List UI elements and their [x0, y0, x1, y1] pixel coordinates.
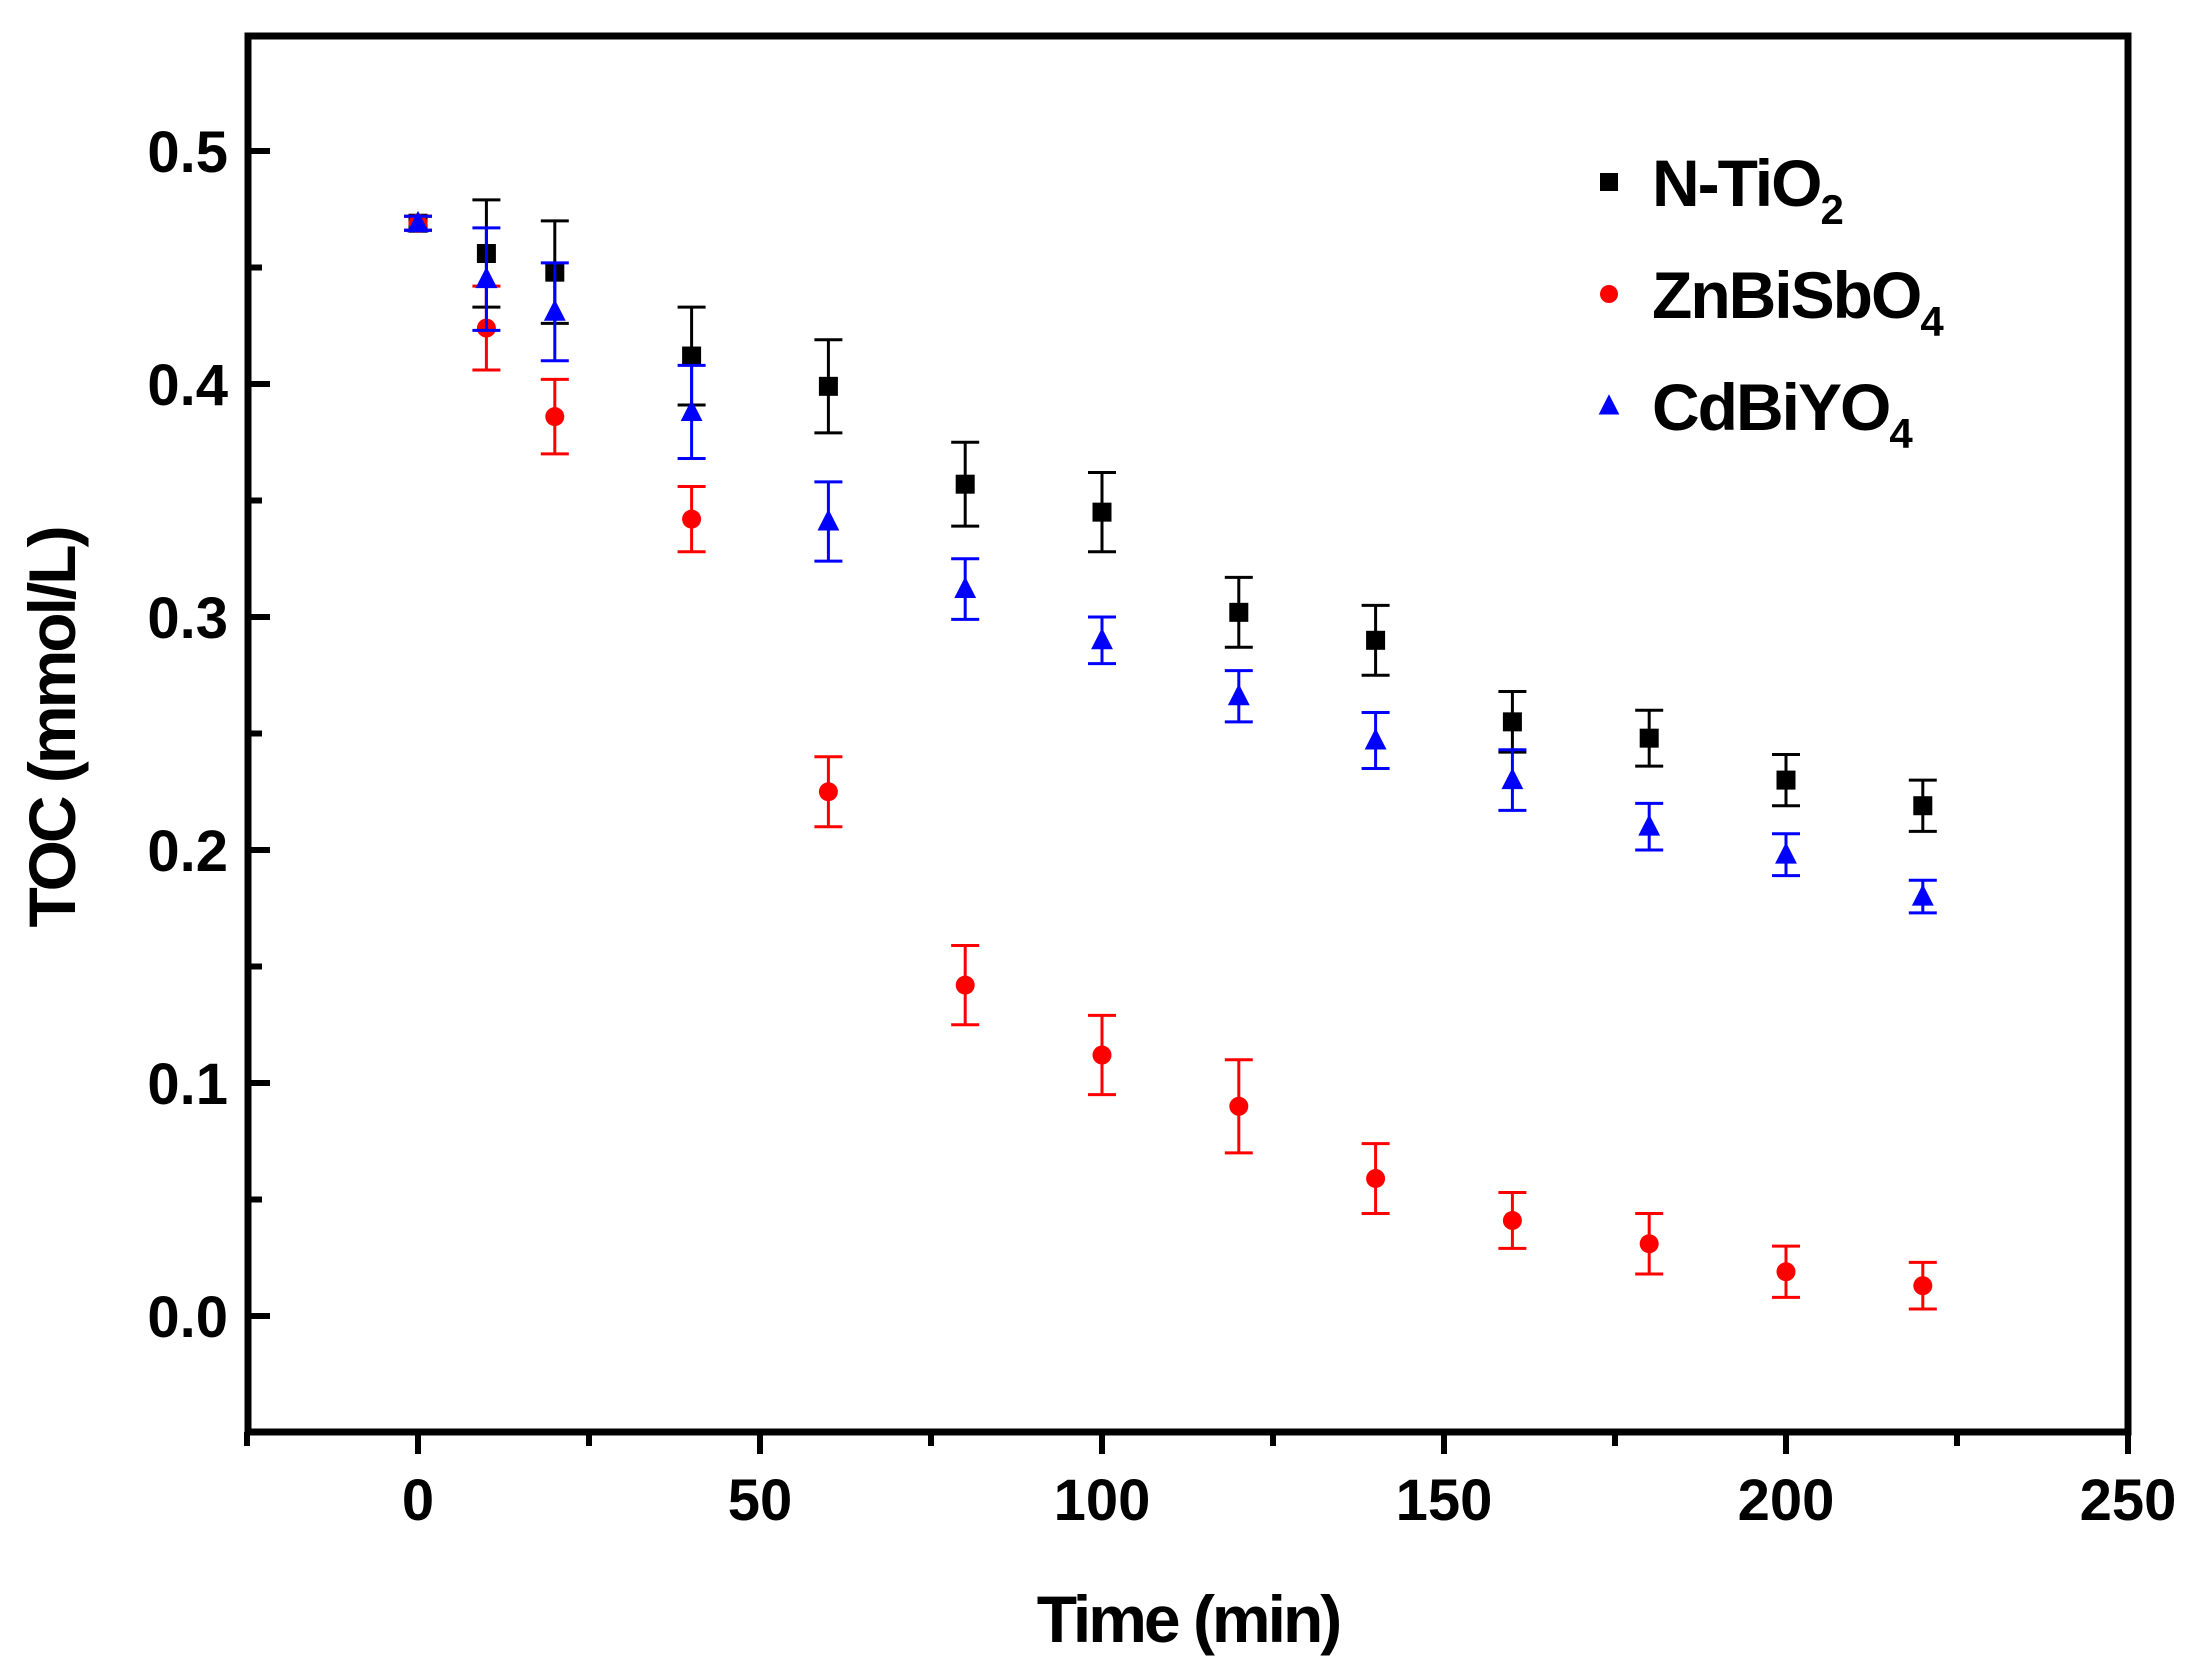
legend-marker [1600, 285, 1618, 303]
x-axis-title: Time (min) [1037, 1582, 1340, 1656]
data-point [955, 975, 975, 995]
y-tick-label: 0.5 [147, 120, 228, 185]
x-tick-label: 0 [402, 1468, 434, 1533]
data-point [1776, 770, 1796, 790]
data-point [1913, 1276, 1933, 1296]
data-point [1366, 630, 1386, 650]
x-tick-label: 50 [728, 1468, 793, 1533]
data-point [954, 576, 977, 599]
plot-frame [244, 32, 2132, 1436]
legend-label: CdBiYO4 [1652, 370, 1913, 457]
data-point [680, 399, 703, 421]
data-point [1229, 1096, 1249, 1116]
data-point [1502, 712, 1522, 732]
data-point [955, 474, 975, 494]
y-tick-label: 0.2 [147, 819, 228, 884]
y-tick-label: 0.0 [147, 1285, 228, 1350]
data-point [818, 376, 838, 396]
legend-label: ZnBiSbO4 [1652, 258, 1944, 345]
data-point [818, 782, 838, 802]
data-point [1639, 1234, 1659, 1254]
data-point [1227, 683, 1250, 706]
data-point [1364, 728, 1387, 750]
y-tick-label: 0.3 [147, 586, 228, 651]
data-point [817, 509, 840, 531]
data-point [1366, 1169, 1386, 1189]
legend-marker [1598, 394, 1620, 415]
x-axis-ticks: 0 50 100 150 200 250 [244, 1432, 2177, 1533]
data-point [1775, 842, 1797, 864]
data-point [1911, 884, 1934, 906]
legend-label: N-TiO2 [1652, 146, 1842, 233]
data-point [682, 509, 702, 529]
data-point [475, 266, 498, 289]
y-tick-label: 0.4 [147, 353, 228, 418]
data-point [1092, 502, 1112, 522]
y-axis-ticks: 0.0 0.1 0.2 0.3 0.4 0.5 [147, 120, 270, 1436]
series-cdbiyo [404, 210, 1937, 915]
data-point [545, 407, 565, 427]
legend-marker [1600, 173, 1618, 191]
data-point [1638, 814, 1661, 836]
y-tick-label: 0.1 [147, 1052, 228, 1117]
data-point [1091, 627, 1113, 650]
data-point [543, 299, 566, 321]
data-point [1913, 796, 1933, 816]
data-point [1776, 1262, 1796, 1282]
series-znbisbo [404, 213, 1937, 1311]
x-tick-label: 150 [1396, 1468, 1493, 1533]
data-point [1639, 728, 1659, 748]
x-tick-label: 100 [1054, 1468, 1151, 1533]
data-series [404, 198, 1937, 1311]
x-tick-label: 250 [2080, 1468, 2177, 1533]
legend: N-TiO2 ZnBiSbO4 CdBiYO4 [1598, 146, 1946, 457]
data-point [1092, 1045, 1112, 1065]
data-point [1501, 767, 1524, 790]
data-point [1502, 1210, 1522, 1230]
data-point [682, 346, 702, 366]
data-point [407, 210, 429, 233]
data-point [1229, 602, 1249, 622]
x-tick-label: 200 [1738, 1468, 1835, 1533]
y-axis-title: TOC (mmol/L) [15, 528, 89, 927]
